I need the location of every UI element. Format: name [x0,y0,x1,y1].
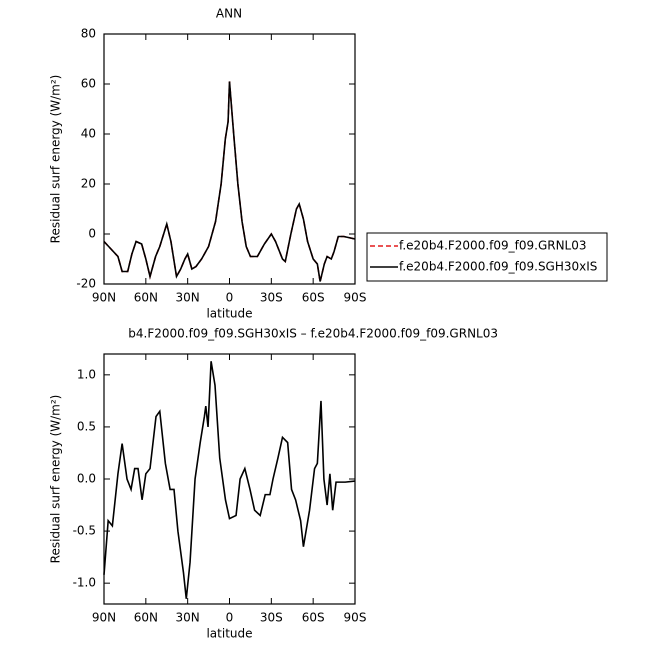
y-tick-label: -20 [76,277,96,291]
x-tick-label: 0 [226,291,234,305]
y-tick-label: 0.0 [77,472,96,486]
y-tick-label: 1.0 [77,367,96,381]
x-tick-label: 60S [302,291,325,305]
y-tick-label: 0.5 [77,419,96,433]
x-tick-label: 90N [92,611,116,625]
x-tick-label: 30N [176,611,200,625]
x-tick-label: 90S [344,291,367,305]
x-tick-label: 60S [302,611,325,625]
x-tick-label: 0 [226,611,234,625]
data-line [103,81,356,282]
x-axis-label: latitude [206,627,252,641]
data-line [103,361,356,599]
y-tick-label: 20 [81,177,96,191]
data-line [103,81,356,282]
x-tick-label: 60N [134,291,158,305]
legend-label: f.e20b4.F2000.f09_f09.GRNL03 [399,239,587,253]
plot-frame [103,353,356,605]
chart-title: b4.F2000.f09_f09.SGH30xIS – f.e20b4.F200… [128,327,498,341]
legend-label: f.e20b4.F2000.f09_f09.SGH30xIS [399,260,597,274]
y-axis-label: Residual surf energy (W/m²) [49,395,63,564]
y-axis-label: Residual surf energy (W/m²) [49,75,63,244]
y-tick-label: 80 [81,27,96,41]
x-tick-label: 90S [344,611,367,625]
y-tick-label: 40 [81,127,96,141]
y-tick-label: 60 [81,77,96,91]
x-axis-label: latitude [206,307,252,321]
plot-frame [103,33,356,285]
y-tick-label: -1.0 [73,576,96,590]
y-tick-label: 0 [88,227,96,241]
x-tick-label: 30S [260,611,283,625]
y-tick-label: -0.5 [73,524,96,538]
x-tick-label: 30N [176,291,200,305]
legend-box [366,232,608,282]
x-tick-label: 90N [92,291,116,305]
chart-title: ANN [216,7,242,21]
x-tick-label: 30S [260,291,283,305]
x-tick-label: 60N [134,611,158,625]
